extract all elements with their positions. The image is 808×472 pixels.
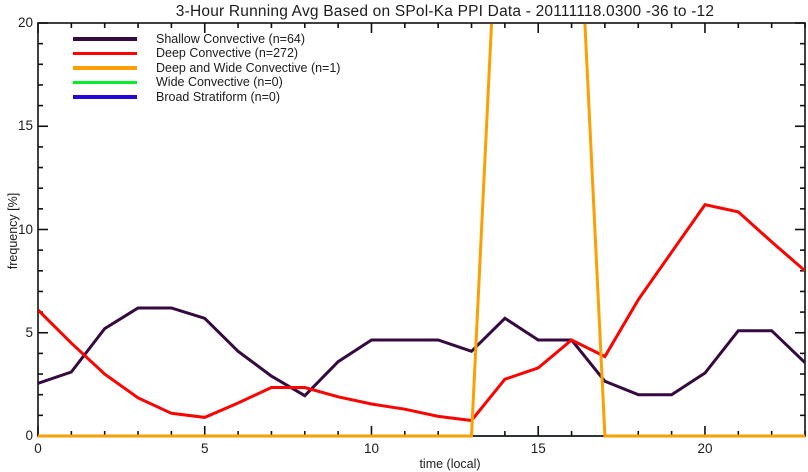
series-line-shallow_convective [38,306,805,398]
chart-title: 3-Hour Running Avg Based on SPol-Ka PPI … [175,3,715,20]
legend-swatch-shallow_convective [73,37,137,41]
legend-item-deep_wide_convective: Deep and Wide Convective (n=1) [73,61,340,75]
legend-label-deep_convective: Deep Convective (n=272) [156,46,299,61]
x-tick-label-5: 5 [200,441,209,456]
y-tick-label-0: 0 [25,428,33,443]
x-tick-label-0: 0 [34,441,42,456]
legend-swatch-deep_convective [73,51,137,56]
legend-item-wide_convective: Wide Convective (n=0) [73,75,340,89]
legend-item-broad_stratiform: Broad Stratiform (n=0) [73,90,340,104]
legend-swatch-broad_stratiform [73,95,137,99]
y-tick-label-20: 20 [17,15,33,30]
legend-label-shallow_convective: Shallow Convective (n=64) [156,31,306,46]
x-axis-label: time (local) [419,457,481,471]
legend-swatch-wide_convective [73,80,137,85]
y-tick-label-5: 5 [25,324,33,340]
legend-label-deep_wide_convective: Deep and Wide Convective (n=1) [156,60,341,75]
series-line-deep_wide_convective [38,23,805,438]
x-tick-label-20: 20 [697,441,713,456]
y-tick-label-10: 10 [17,221,33,237]
legend-item-deep_convective: Deep Convective (n=272) [73,46,340,60]
x-tick-label-10: 10 [363,441,379,456]
legend-label-wide_convective: Wide Convective (n=0) [156,75,283,90]
legend: Shallow Convective (n=64) Deep Convective… [73,32,340,104]
legend-label-broad_stratiform: Broad Stratiform (n=0) [156,89,281,104]
x-tick-label-15: 15 [530,441,546,456]
y-tick-label-15: 15 [17,118,33,134]
series-group [38,23,805,438]
legend-swatch-deep_wide_convective [73,66,137,70]
legend-item-shallow_convective: Shallow Convective (n=64) [73,32,340,46]
series-line-deep_convective [38,203,805,423]
